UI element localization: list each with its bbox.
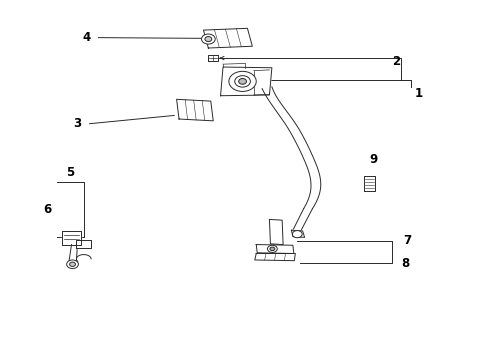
Circle shape <box>67 260 78 269</box>
Text: 3: 3 <box>74 117 81 130</box>
Circle shape <box>205 37 212 41</box>
Text: 6: 6 <box>43 203 51 216</box>
Circle shape <box>270 247 275 251</box>
Polygon shape <box>364 176 375 191</box>
Polygon shape <box>256 244 294 253</box>
Polygon shape <box>208 55 218 61</box>
Circle shape <box>239 78 246 84</box>
Text: 8: 8 <box>401 257 409 270</box>
Circle shape <box>201 34 215 44</box>
Polygon shape <box>292 230 305 237</box>
Polygon shape <box>255 253 295 261</box>
Polygon shape <box>220 67 272 96</box>
Polygon shape <box>76 240 91 248</box>
Text: 7: 7 <box>403 234 411 247</box>
Text: 9: 9 <box>369 153 377 166</box>
Polygon shape <box>62 231 81 244</box>
Circle shape <box>70 262 75 266</box>
Text: 1: 1 <box>415 87 422 100</box>
Text: 5: 5 <box>66 166 74 179</box>
Polygon shape <box>176 99 213 121</box>
Circle shape <box>268 245 277 252</box>
Polygon shape <box>203 28 252 48</box>
Circle shape <box>229 71 256 91</box>
Circle shape <box>235 76 250 87</box>
Text: 4: 4 <box>82 31 90 44</box>
Circle shape <box>293 230 302 238</box>
Text: 2: 2 <box>392 55 400 68</box>
Polygon shape <box>270 220 283 244</box>
